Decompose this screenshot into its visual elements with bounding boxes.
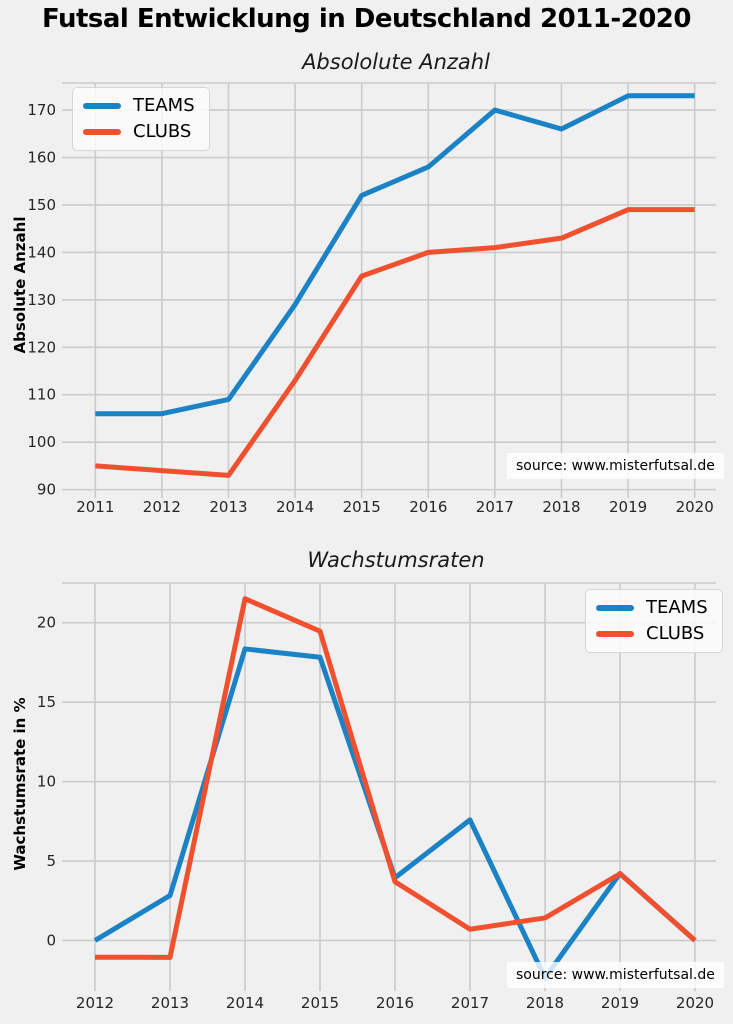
svg-text:2020: 2020	[676, 498, 714, 516]
svg-text:2013: 2013	[151, 994, 189, 1012]
legend-item-teams: TEAMS	[596, 598, 708, 618]
chart1-plot-area: 90 100 110 120 130 140 150 160 170 2011 2012 2013 20…	[27, 82, 716, 516]
teams-legend-label: TEAMS	[646, 597, 708, 618]
chart2-plot-area: 0 5 10 15 20 2012 2013 2014 2015 2016 2017 2018 2019…	[37, 582, 716, 1012]
source-note: source: www.misterfutsal.de	[507, 453, 724, 479]
svg-text:2013: 2013	[209, 498, 247, 516]
svg-text:2011: 2011	[76, 498, 114, 516]
svg-text:2016: 2016	[409, 498, 447, 516]
clubs-legend-label: CLUBS	[646, 623, 705, 644]
teams-line-swatch	[83, 103, 121, 109]
svg-text:120: 120	[27, 338, 56, 356]
svg-text:100: 100	[27, 433, 56, 451]
teams-legend-label: TEAMS	[133, 95, 195, 116]
svg-text:2014: 2014	[276, 498, 314, 516]
svg-text:2012: 2012	[143, 498, 181, 516]
svg-text:2017: 2017	[476, 498, 514, 516]
svg-text:90: 90	[37, 481, 56, 499]
chart1-legend: TEAMS CLUBS	[72, 87, 210, 151]
svg-text:110: 110	[27, 386, 56, 404]
svg-text:15: 15	[37, 693, 56, 711]
chart2-legend: TEAMS CLUBS	[585, 589, 723, 653]
svg-text:2016: 2016	[376, 994, 414, 1012]
chart1-title: Absololute Anzahl	[302, 50, 490, 74]
teams-line-swatch	[596, 605, 634, 611]
svg-text:150: 150	[27, 196, 56, 214]
svg-text:0: 0	[46, 932, 56, 950]
svg-text:2019: 2019	[601, 994, 639, 1012]
clubs-line-swatch	[596, 631, 634, 637]
svg-text:160: 160	[27, 148, 56, 166]
page-title: Futsal Entwicklung in Deutschland 2011-2…	[42, 4, 692, 34]
clubs-line-swatch	[83, 129, 121, 135]
svg-text:2012: 2012	[76, 994, 114, 1012]
source-note: source: www.misterfutsal.de	[507, 962, 724, 988]
svg-text:5: 5	[46, 852, 56, 870]
chart2-title: Wachstumsraten	[307, 548, 485, 572]
legend-item-clubs: CLUBS	[83, 122, 195, 142]
svg-text:2017: 2017	[451, 994, 489, 1012]
svg-text:130: 130	[27, 291, 56, 309]
svg-text:2015: 2015	[343, 498, 381, 516]
clubs-legend-label: CLUBS	[133, 121, 192, 142]
svg-text:10: 10	[37, 773, 56, 791]
svg-text:140: 140	[27, 243, 56, 261]
svg-text:2014: 2014	[226, 994, 264, 1012]
svg-text:2019: 2019	[609, 498, 647, 516]
svg-text:170: 170	[27, 101, 56, 119]
svg-text:2020: 2020	[676, 994, 714, 1012]
svg-text:2015: 2015	[301, 994, 339, 1012]
svg-text:2018: 2018	[542, 498, 580, 516]
svg-text:2018: 2018	[526, 994, 564, 1012]
legend-item-teams: TEAMS	[83, 96, 195, 116]
legend-item-clubs: CLUBS	[596, 624, 708, 644]
svg-text:20: 20	[37, 614, 56, 632]
